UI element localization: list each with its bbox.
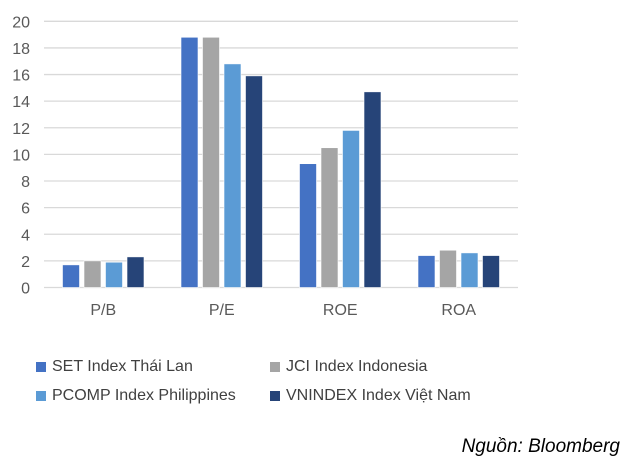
y-tick-label: 18 <box>12 41 30 58</box>
legend-label: PCOMP Index Philippines <box>52 387 236 404</box>
bar <box>320 147 339 288</box>
legend-swatch <box>36 362 46 372</box>
bar-chart: 0 2 4 6 8 10 12 14 16 18 20 P/B P/E ROE ROA <box>12 14 518 319</box>
legend-swatch <box>270 362 280 372</box>
x-tick-label: P/B <box>90 302 116 319</box>
legend-swatch <box>36 391 46 401</box>
legend-label: JCI Index Indonesia <box>286 358 428 375</box>
legend-label: SET Index Thái Lan <box>52 358 193 375</box>
bar <box>180 36 199 288</box>
bar <box>342 130 360 288</box>
x-tick-label: ROA <box>441 302 476 319</box>
bar <box>62 264 80 288</box>
y-tick-label: 4 <box>21 227 30 244</box>
bar <box>105 261 123 288</box>
legend-swatch <box>270 391 280 401</box>
bar <box>223 63 242 288</box>
y-tick-label: 6 <box>21 201 30 218</box>
legend-item-3: VNINDEX Index Việt Nam <box>270 387 471 405</box>
y-tick-label: 10 <box>12 147 30 164</box>
y-tick-label: 0 <box>21 281 30 298</box>
y-tick-label: 8 <box>21 174 30 191</box>
legend-item-0: SET Index Thái Lan <box>36 358 193 376</box>
y-tick-label: 14 <box>12 94 30 111</box>
bar <box>460 252 479 288</box>
bar <box>245 75 263 288</box>
x-tick-label: ROE <box>323 302 358 319</box>
y-tick-label: 2 <box>21 254 30 271</box>
bar <box>482 255 500 288</box>
bar <box>202 36 220 288</box>
legend-label: VNINDEX Index Việt Nam <box>286 387 471 404</box>
bar <box>439 249 457 288</box>
bar <box>363 91 382 288</box>
legend-item-2: PCOMP Index Philippines <box>36 387 236 405</box>
bar <box>299 163 317 288</box>
x-tick-label: P/E <box>209 302 235 319</box>
bar <box>417 255 436 288</box>
bar <box>83 260 102 288</box>
y-tick-label: 12 <box>12 121 30 138</box>
y-tick-label: 20 <box>12 14 30 31</box>
bar <box>126 256 145 288</box>
legend-item-1: JCI Index Indonesia <box>270 358 427 376</box>
y-tick-label: 16 <box>12 68 30 85</box>
source-note: Nguồn: Bloomberg <box>461 436 620 457</box>
